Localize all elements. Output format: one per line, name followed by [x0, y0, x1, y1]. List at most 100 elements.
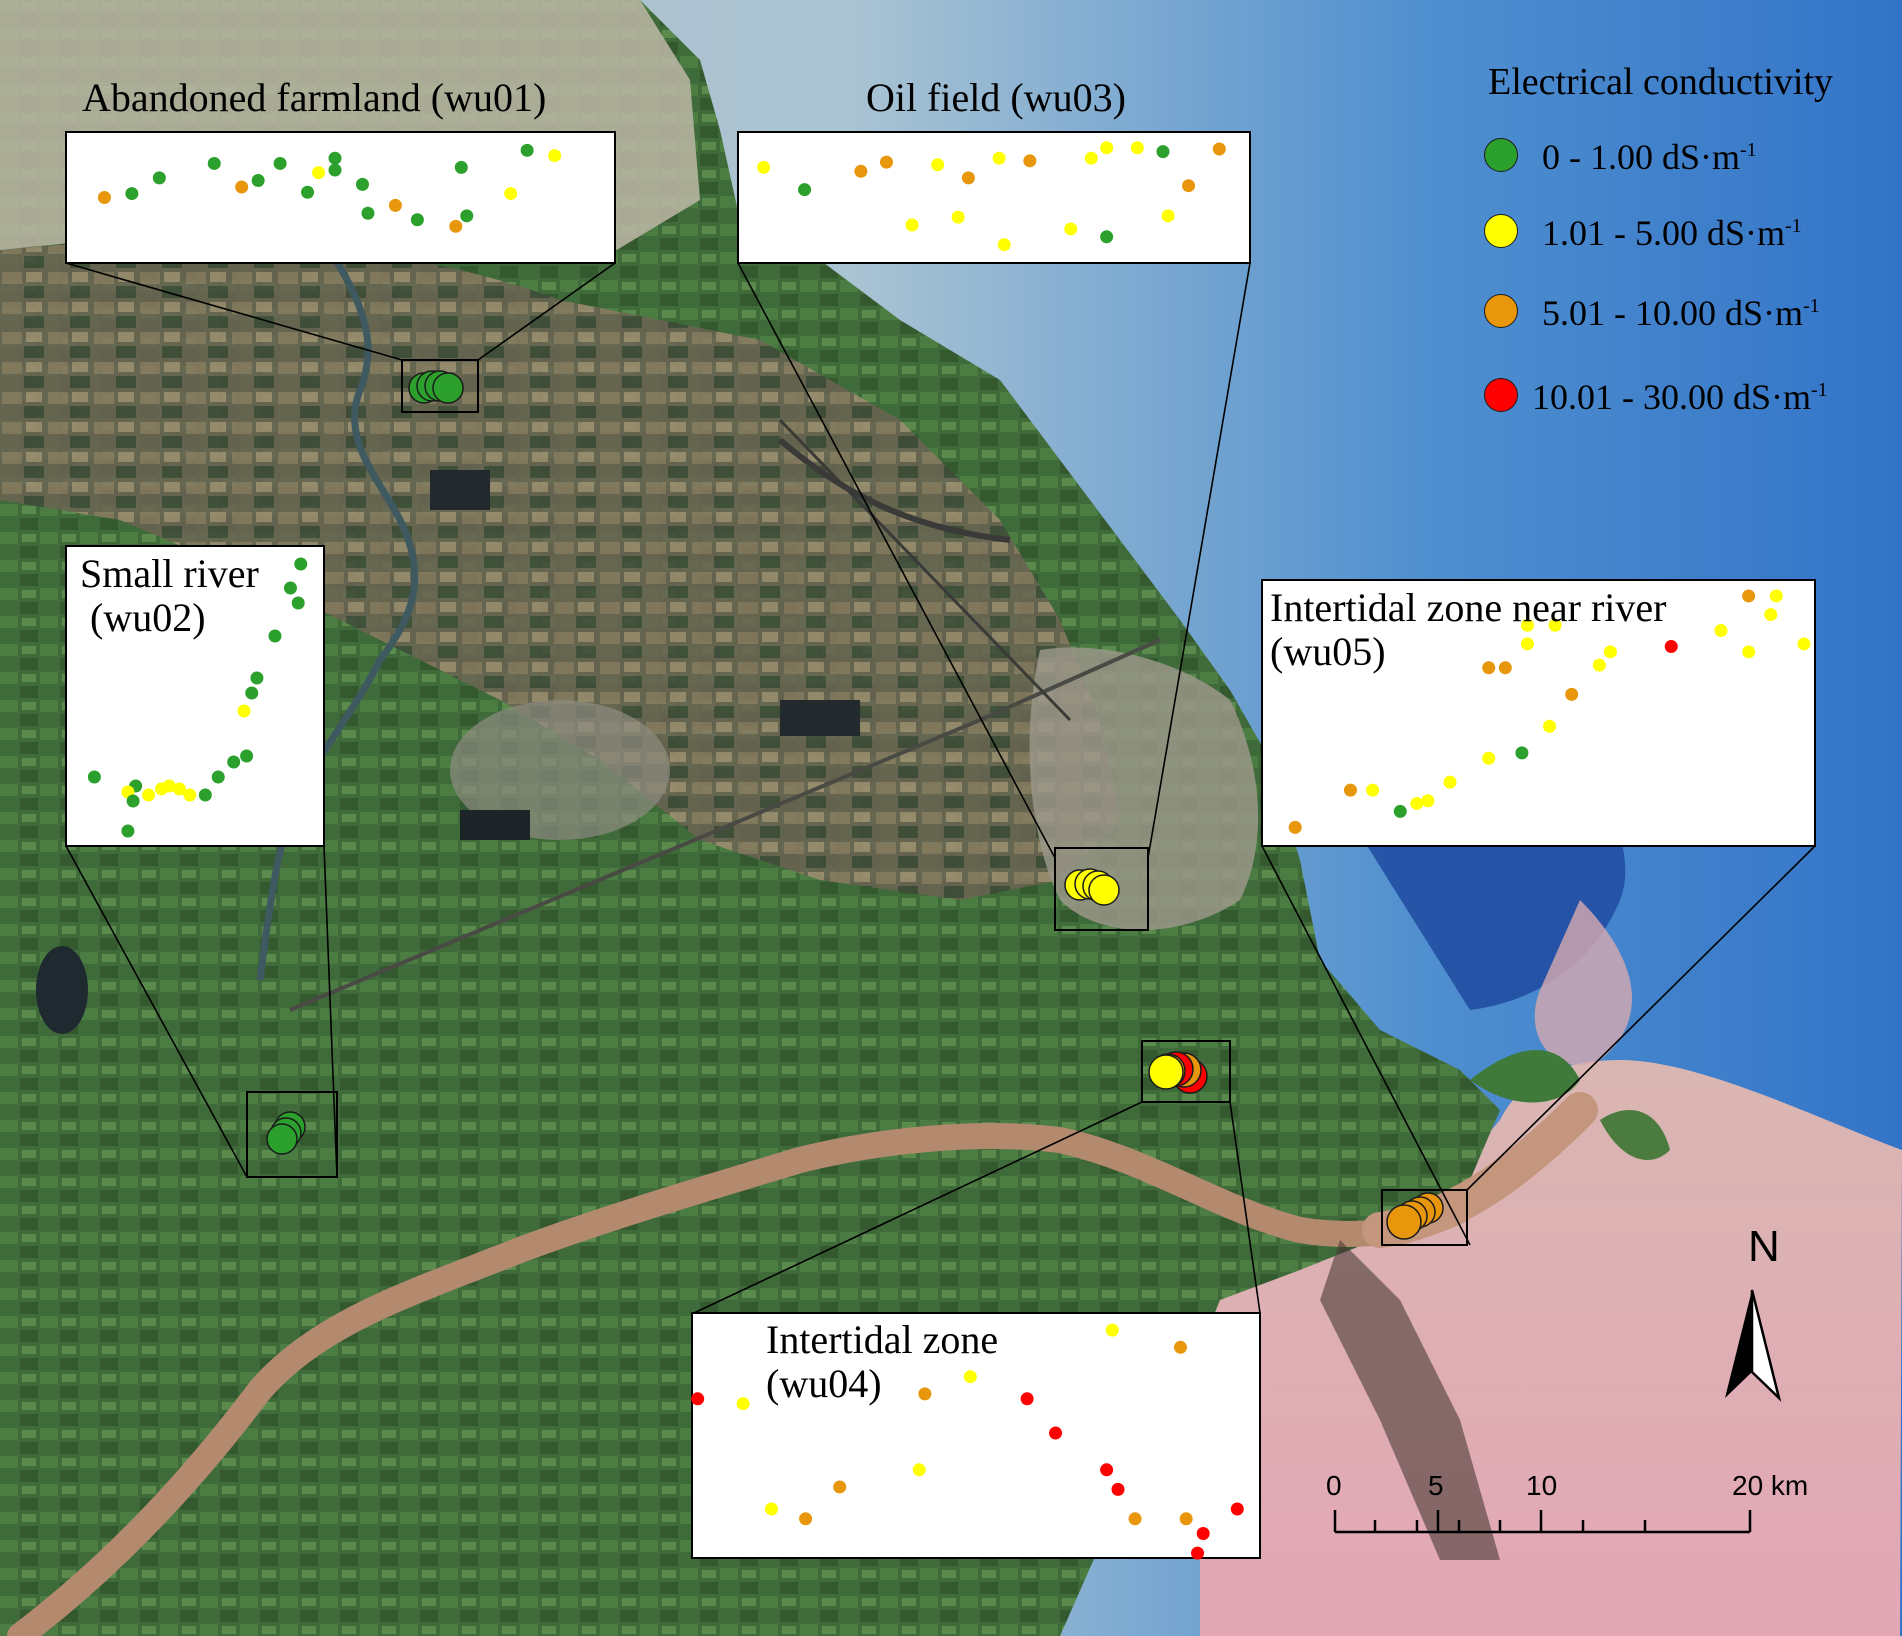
sample-point-wu05-18 — [1664, 640, 1678, 653]
legend-label: 1.01 - 5.00 dS·m-1 — [1542, 213, 1802, 253]
sample-point-wu01-7 — [301, 185, 315, 199]
legend-swatch-yellow — [1484, 214, 1518, 248]
sample-point-wu02-19 — [126, 794, 140, 808]
sample-point-wu03-17 — [1161, 209, 1175, 223]
legend-title: Electrical conductivity — [1488, 61, 1834, 103]
sample-point-wu01-1 — [125, 187, 139, 201]
legend-swatch-orange — [1484, 294, 1518, 328]
sample-point-wu05-2 — [1366, 783, 1380, 797]
sample-point-wu03-13 — [1100, 141, 1114, 155]
sample-point-wu05-7 — [1482, 751, 1496, 765]
sample-point-wu01-18 — [504, 187, 518, 201]
sample-point-wu05-16 — [1548, 618, 1562, 632]
sample-point-wu04-0 — [691, 1392, 705, 1406]
sample-point-wu01-16 — [454, 160, 468, 174]
legend-label: 0 - 1.00 dS·m-1 — [1542, 137, 1757, 177]
sample-point-wu03-0 — [757, 160, 771, 174]
sample-point-wu01-9 — [328, 163, 342, 177]
sample-point-wu02-6 — [237, 704, 251, 718]
sample-point-wu04-5 — [912, 1463, 926, 1477]
sample-point-wu01-19 — [520, 143, 534, 157]
sample-point-wu01-11 — [355, 177, 369, 191]
scale-tick-5: 5 — [1428, 1470, 1444, 1501]
map-sample-clusters — [266, 370, 1444, 1240]
sample-point-wu01-0 — [97, 191, 111, 204]
sample-point-wu03-7 — [961, 171, 975, 185]
inset-title-wu01: Abandoned farmland (wu01) — [82, 75, 547, 120]
legend-swatch-green — [1484, 138, 1518, 172]
north-arrow-icon — [1725, 1289, 1782, 1402]
sample-point-wu02-1 — [283, 581, 297, 595]
sample-point-wu05-6 — [1443, 775, 1457, 789]
sample-point-wu04-11 — [1105, 1323, 1119, 1337]
sample-point-wu01-3 — [207, 156, 221, 170]
sample-point-wu03-18 — [1182, 179, 1196, 193]
sample-point-wu04-6 — [918, 1387, 932, 1401]
sample-point-wu02-18 — [198, 788, 212, 802]
sample-point-wu03-3 — [879, 155, 893, 169]
sample-point-wu01-17 — [460, 209, 474, 223]
scale-bar — [1333, 1510, 1752, 1534]
sample-point-wu05-10 — [1565, 687, 1579, 701]
sample-point-wu05-8 — [1515, 746, 1529, 760]
sample-point-wu03-19 — [1212, 142, 1226, 156]
sample-point-wu05-15 — [1520, 618, 1534, 632]
sample-point-wu04-4 — [833, 1480, 847, 1494]
sample-point-wu04-18 — [1230, 1502, 1244, 1516]
sample-point-wu02-14 — [162, 779, 176, 793]
sample-point-wu05-12 — [1603, 645, 1617, 659]
sample-point-wu04-13 — [1128, 1512, 1142, 1526]
sample-point-wu02-3 — [268, 629, 282, 643]
sample-point-wu05-17 — [1520, 637, 1534, 651]
scale-tick-10: 10 — [1526, 1470, 1558, 1501]
sample-point-wu05-11 — [1592, 658, 1606, 672]
sample-point-wu03-2 — [854, 164, 868, 178]
sample-point-wu05-23 — [1764, 608, 1778, 622]
sample-point-wu03-6 — [951, 210, 965, 224]
sample-point-wu01-10 — [328, 151, 342, 165]
sample-point-wu04-3 — [799, 1512, 813, 1526]
sample-point-wu05-22 — [1742, 645, 1756, 659]
sample-point-wu01-5 — [251, 173, 265, 187]
legend-swatch-red — [1484, 378, 1518, 412]
sample-point-wu01-6 — [273, 156, 287, 170]
sample-point-wu05-5 — [1421, 794, 1435, 808]
sample-point-wu03-12 — [1084, 151, 1098, 165]
sample-point-wu04-2 — [765, 1502, 779, 1516]
sample-point-wu01-2 — [152, 171, 166, 185]
sample-point-wu05-9 — [1543, 719, 1557, 733]
sample-point-wu02-9 — [211, 770, 225, 784]
sample-point-wu01-15 — [449, 219, 463, 233]
sample-point-wu05-1 — [1343, 783, 1357, 797]
inset-title-wu02: Small river (wu02) — [80, 551, 259, 640]
sample-point-wu02-20 — [121, 824, 135, 838]
sample-point-wu02-12 — [142, 788, 156, 802]
north-label: N — [1748, 1222, 1780, 1271]
sample-point-wu01-12 — [361, 206, 375, 220]
inset-title-wu05: Intertidal zone near river (wu05) — [1270, 585, 1667, 674]
sample-point-wu02-0 — [294, 557, 308, 571]
location-boxes — [246, 359, 1468, 1246]
sample-point-wu04-8 — [1020, 1392, 1034, 1406]
sample-point-wu03-5 — [931, 158, 945, 172]
sample-point-wu04-10 — [1100, 1463, 1114, 1477]
inset-title-wu03: Oil field (wu03) — [866, 75, 1126, 120]
sample-point-wu05-0 — [1288, 820, 1302, 834]
sample-point-wu04-9 — [1049, 1426, 1063, 1440]
sample-point-wu04-17 — [1191, 1546, 1205, 1560]
sample-point-wu02-8 — [227, 755, 241, 769]
scale-tick-20km: 20 km — [1732, 1470, 1809, 1501]
sample-point-wu03-10 — [1023, 154, 1037, 168]
sample-point-wu05-3 — [1393, 804, 1407, 818]
sample-point-wu02-15 — [173, 782, 187, 796]
scale-tick-0: 0 — [1326, 1470, 1342, 1501]
sample-point-wu03-4 — [905, 218, 919, 232]
inset-title-wu04: Intertidal zone (wu04) — [766, 1317, 999, 1406]
sample-point-wu02-10 — [87, 770, 101, 784]
sample-point-wu03-1 — [798, 183, 812, 197]
sample-point-wu05-24 — [1797, 637, 1811, 651]
sample-point-wu05-4 — [1410, 796, 1424, 810]
sample-point-wu01-14 — [410, 213, 424, 227]
sample-point-wu05-21 — [1769, 589, 1783, 603]
